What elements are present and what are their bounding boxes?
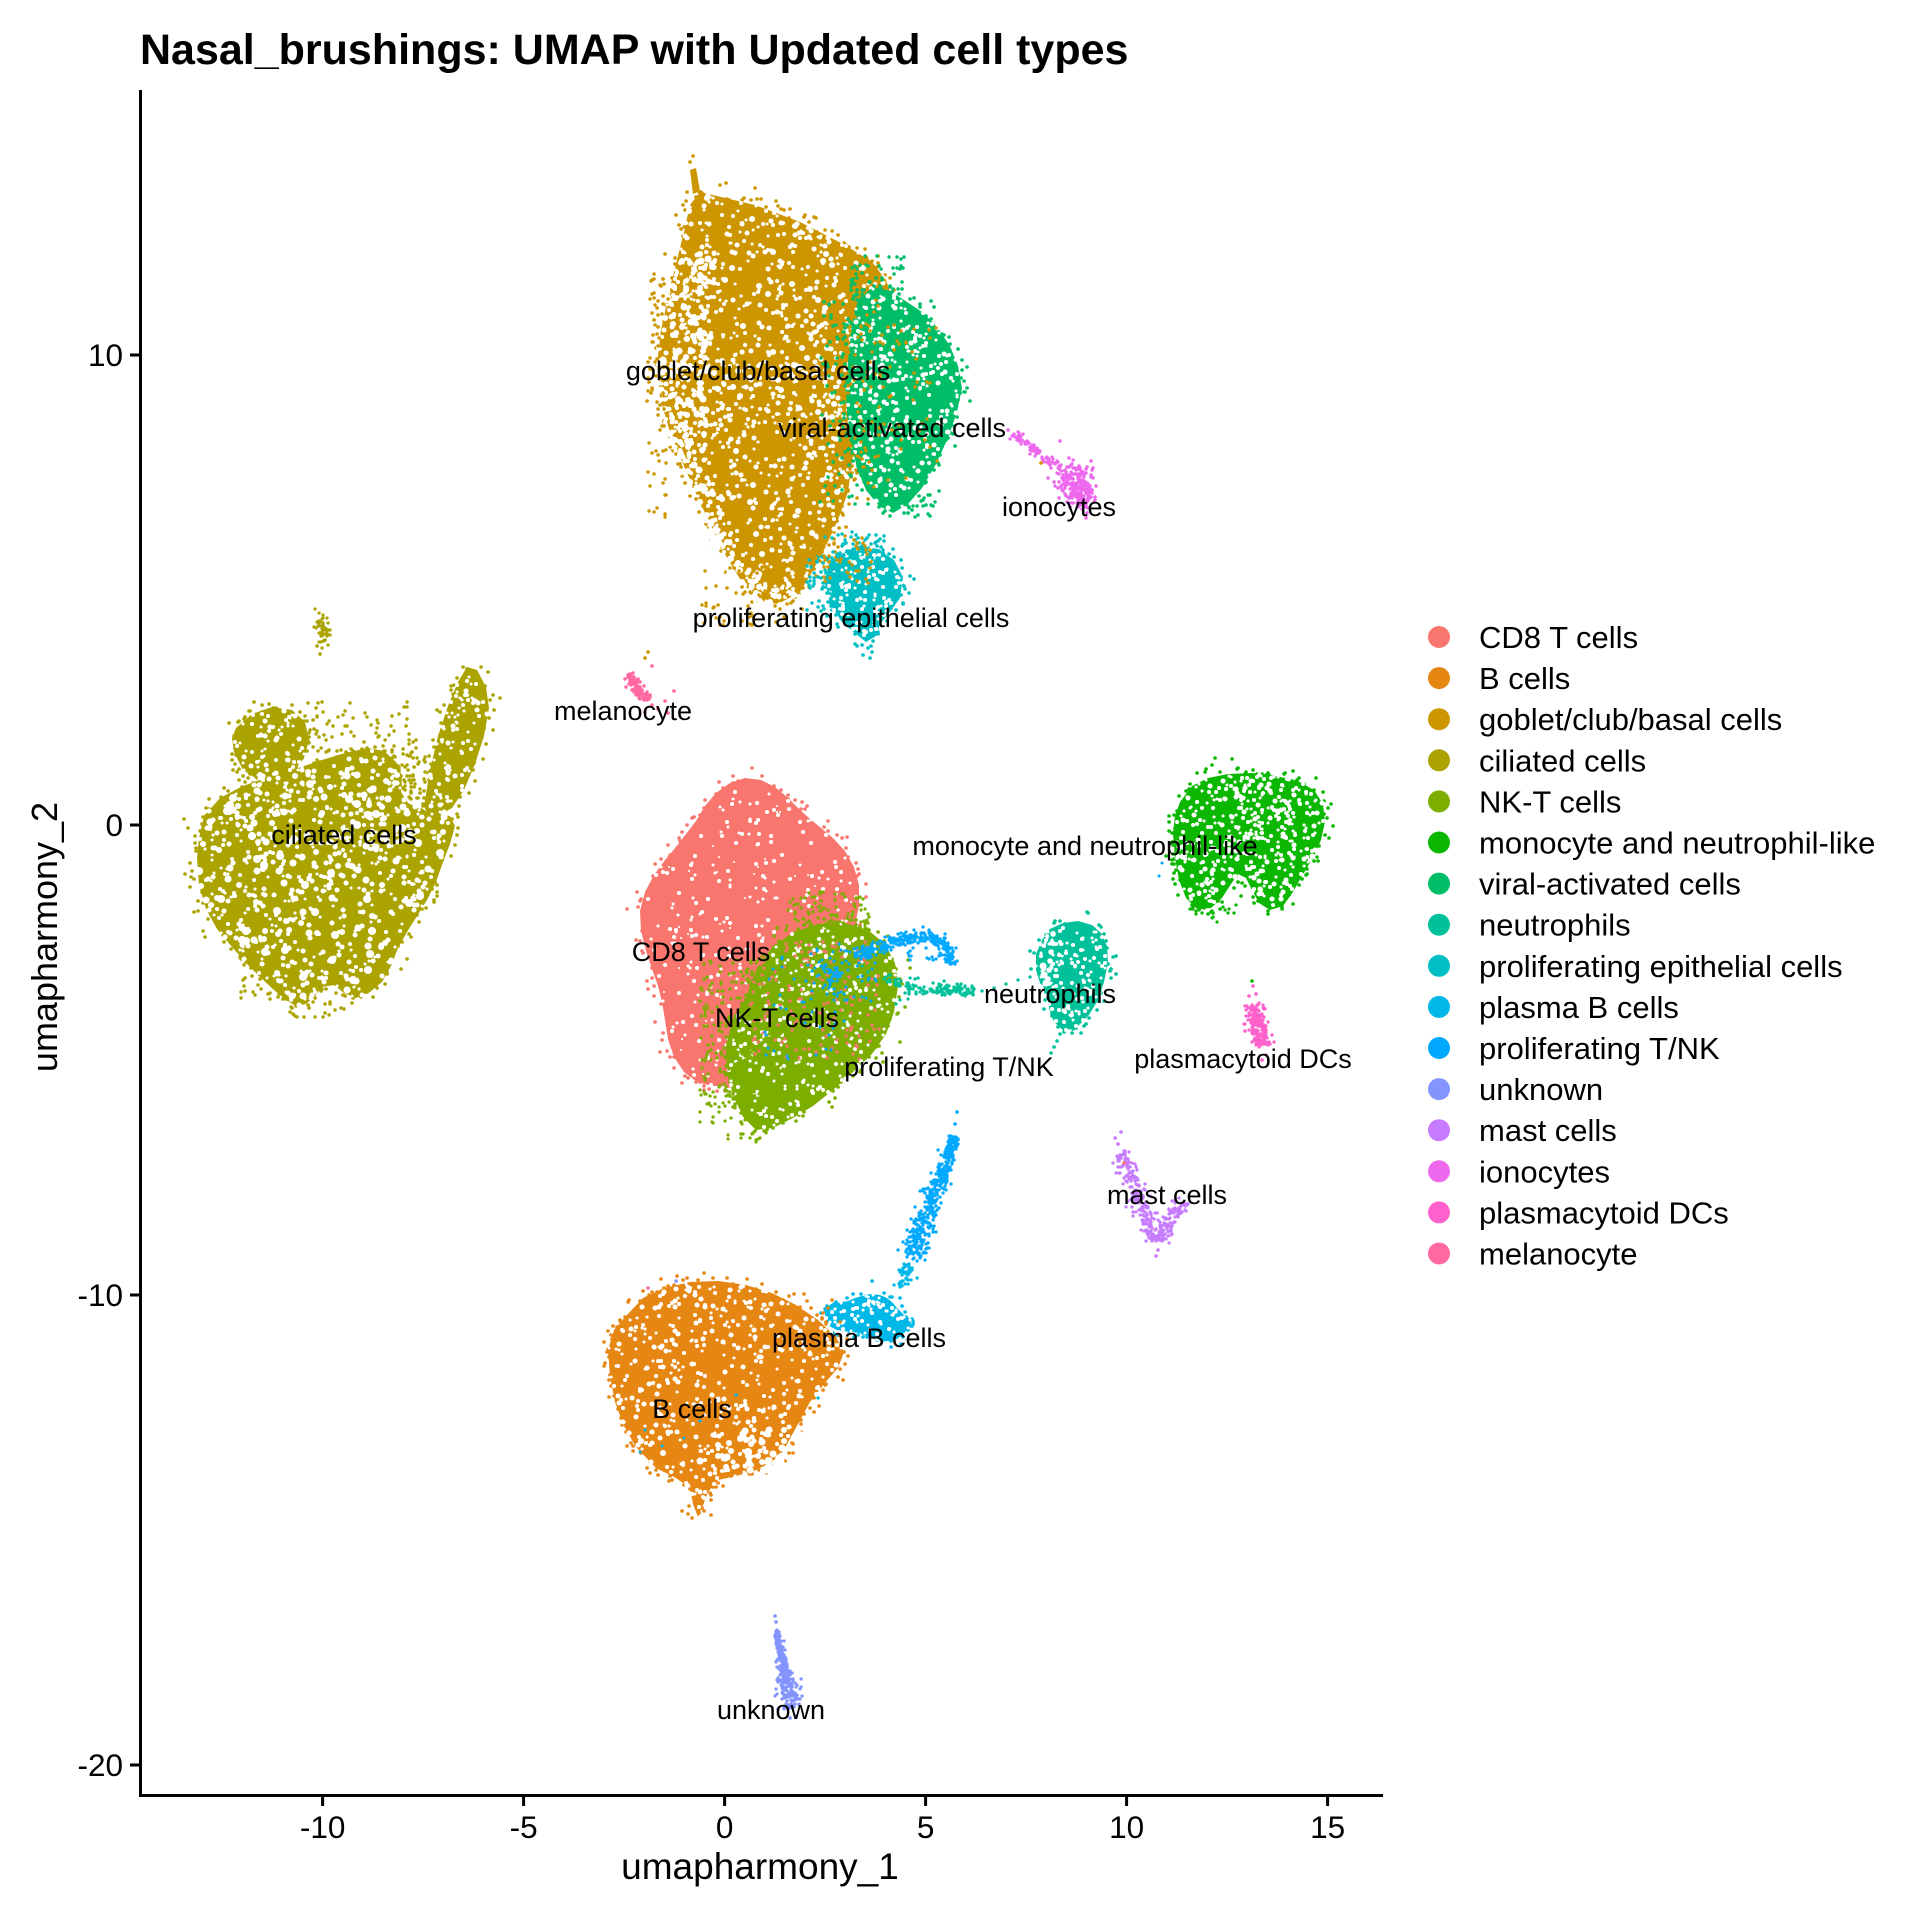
svg-text:-10: -10 <box>77 1277 123 1313</box>
svg-text:B cells: B cells <box>652 1394 732 1424</box>
svg-text:mast cells: mast cells <box>1107 1180 1227 1210</box>
svg-text:plasma B cells: plasma B cells <box>772 1323 946 1353</box>
svg-text:melanocyte: melanocyte <box>554 696 692 726</box>
svg-text:proliferating T/NK: proliferating T/NK <box>1479 1031 1720 1066</box>
svg-text:viral-activated cells: viral-activated cells <box>1479 867 1741 902</box>
svg-text:unknown: unknown <box>717 1695 825 1725</box>
svg-text:ciliated cells: ciliated cells <box>1479 743 1646 778</box>
svg-text:plasmacytoid DCs: plasmacytoid DCs <box>1134 1044 1352 1074</box>
svg-text:5: 5 <box>917 1809 935 1845</box>
svg-text:viral-activated cells: viral-activated cells <box>778 413 1006 443</box>
svg-text:umapharmony_1: umapharmony_1 <box>621 1846 899 1887</box>
svg-text:umapharmony_2: umapharmony_2 <box>24 802 65 1072</box>
svg-text:ciliated cells: ciliated cells <box>271 820 417 850</box>
svg-text:proliferating T/NK: proliferating T/NK <box>844 1052 1054 1082</box>
svg-text:15: 15 <box>1310 1809 1345 1845</box>
svg-text:0: 0 <box>716 1809 734 1845</box>
svg-text:10: 10 <box>88 337 123 373</box>
svg-text:NK-T cells: NK-T cells <box>1479 784 1621 819</box>
svg-text:monocyte and neutrophil-like: monocyte and neutrophil-like <box>1479 826 1875 861</box>
svg-text:NK-T cells: NK-T cells <box>715 1003 839 1033</box>
svg-text:CD8 T cells: CD8 T cells <box>1479 620 1638 655</box>
svg-text:B cells: B cells <box>1479 661 1570 696</box>
svg-text:ionocytes: ionocytes <box>1479 1154 1610 1189</box>
svg-text:proliferating epithelial cells: proliferating epithelial cells <box>1479 949 1843 984</box>
svg-text:goblet/club/basal cells: goblet/club/basal cells <box>1479 702 1782 737</box>
svg-text:Nasal_brushings: UMAP with Upd: Nasal_brushings: UMAP with Updated cell … <box>140 26 1128 74</box>
svg-text:CD8 T cells: CD8 T cells <box>632 937 771 967</box>
svg-text:monocyte and neutrophil-like: monocyte and neutrophil-like <box>912 831 1257 861</box>
svg-text:neutrophils: neutrophils <box>1479 908 1631 943</box>
svg-text:goblet/club/basal cells: goblet/club/basal cells <box>626 356 890 386</box>
svg-text:ionocytes: ionocytes <box>1002 492 1116 522</box>
svg-text:neutrophils: neutrophils <box>984 979 1116 1009</box>
svg-text:plasma B cells: plasma B cells <box>1479 990 1679 1025</box>
svg-text:-5: -5 <box>510 1809 538 1845</box>
svg-text:plasmacytoid DCs: plasmacytoid DCs <box>1479 1195 1729 1230</box>
svg-text:10: 10 <box>1109 1809 1144 1845</box>
svg-text:proliferating epithelial cells: proliferating epithelial cells <box>693 603 1010 633</box>
svg-text:unknown: unknown <box>1479 1072 1603 1107</box>
svg-text:melanocyte: melanocyte <box>1479 1237 1638 1272</box>
svg-text:0: 0 <box>105 807 123 843</box>
svg-text:-10: -10 <box>300 1809 346 1845</box>
svg-text:mast cells: mast cells <box>1479 1113 1617 1148</box>
svg-text:-20: -20 <box>77 1747 123 1783</box>
